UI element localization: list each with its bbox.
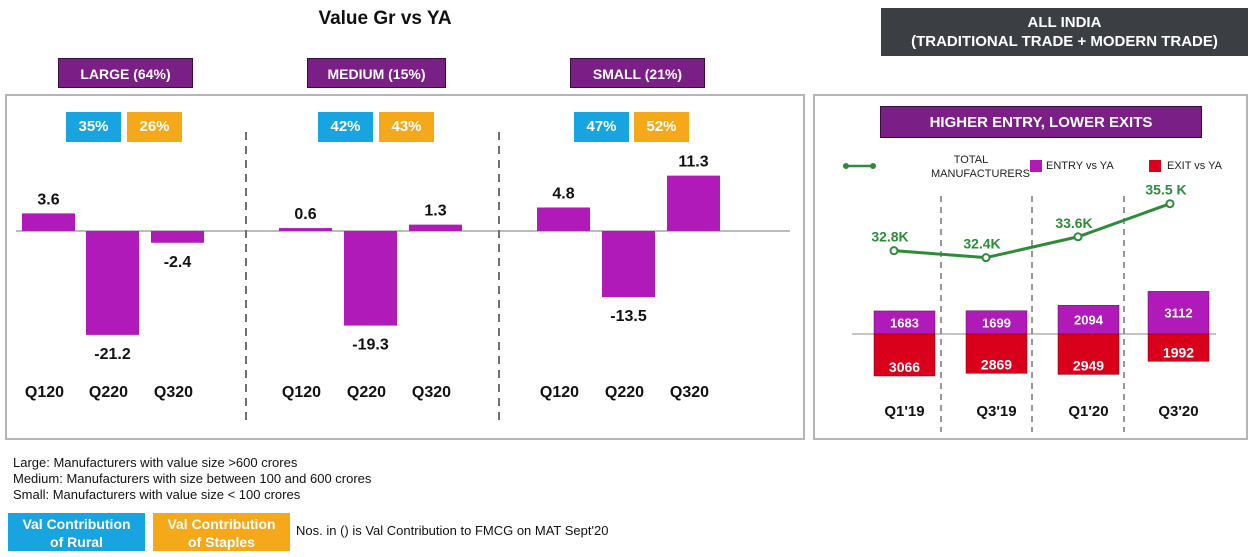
bar-medium-q220 bbox=[344, 231, 397, 326]
quarter-tick-2: Q1'20 bbox=[1068, 403, 1108, 420]
exit-label-0: 3066 bbox=[889, 359, 920, 375]
total-label-2: 33.6K bbox=[1055, 215, 1092, 231]
x-tick-small-q320: Q320 bbox=[670, 384, 709, 401]
footnote-contribution-note: Nos. in () is Val Contribution to FMCG o… bbox=[296, 523, 609, 538]
rural-badge-large: 35% bbox=[66, 112, 121, 142]
legend-line-dot-left bbox=[843, 163, 849, 169]
x-tick-large-q120: Q120 bbox=[25, 384, 64, 401]
exit-label-1: 2869 bbox=[981, 356, 1012, 372]
entry-label-3: 3112 bbox=[1164, 306, 1192, 321]
entry-bar-2 bbox=[1057, 305, 1120, 335]
bar-label-medium-q220: -19.3 bbox=[352, 337, 389, 354]
bar-large-q120 bbox=[22, 213, 75, 231]
total-label-3: 35.5 K bbox=[1145, 182, 1186, 198]
exit-bar-3 bbox=[1147, 333, 1210, 362]
region-badge: ALL INDIA (TRADITIONAL TRADE + MODERN TR… bbox=[881, 8, 1248, 56]
total-point-1 bbox=[981, 253, 991, 263]
exit-label-2: 2949 bbox=[1073, 357, 1104, 373]
legend-exit-swatch bbox=[1149, 160, 1161, 172]
segment-label-small: SMALL (21%) bbox=[570, 58, 705, 88]
exit-label-3: 1992 bbox=[1163, 344, 1194, 360]
entry-label-2: 2094 bbox=[1074, 313, 1104, 328]
bar-large-q320 bbox=[151, 231, 204, 243]
entry-label-0: 1683 bbox=[890, 315, 919, 330]
bar-label-small-q320: 11.3 bbox=[678, 154, 708, 171]
quarter-tick-1: Q3'19 bbox=[976, 403, 1016, 420]
x-tick-large-q220: Q220 bbox=[89, 384, 128, 401]
bar-label-medium-q120: 0.6 bbox=[294, 206, 316, 223]
rural-badge-medium: 42% bbox=[318, 112, 373, 142]
bar-label-large-q320: -2.4 bbox=[164, 254, 192, 271]
bar-label-small-q120: 4.8 bbox=[552, 185, 574, 202]
x-tick-medium-q120: Q120 bbox=[282, 384, 321, 401]
x-tick-medium-q320: Q320 bbox=[412, 384, 451, 401]
legend-rural-line-1: Val Contribution bbox=[22, 516, 131, 532]
legend-entry-label: ENTRY vs YA bbox=[1046, 160, 1114, 172]
footnote-small: Small: Manufacturers with value size < 1… bbox=[13, 487, 301, 502]
bar-label-large-q120: 3.6 bbox=[37, 191, 59, 208]
rural-badge-small: 47% bbox=[574, 112, 629, 142]
total-point-2 bbox=[1073, 232, 1083, 242]
legend-exit-label: EXIT vs YA bbox=[1167, 160, 1223, 172]
total-point-0 bbox=[889, 246, 899, 256]
x-tick-small-q220: Q220 bbox=[605, 384, 644, 401]
bar-label-small-q220: -13.5 bbox=[610, 308, 647, 325]
bar-large-q220 bbox=[86, 231, 139, 335]
chart-title: Value Gr vs YA bbox=[318, 8, 452, 29]
total-manufacturers-line bbox=[893, 202, 1171, 260]
staples-badge-medium: 43% bbox=[379, 112, 434, 142]
quarter-tick-3: Q3'20 bbox=[1158, 403, 1198, 420]
legend-staples-line-1: Val Contribution bbox=[167, 516, 276, 532]
legend-staples-line-2: of Staples bbox=[188, 534, 255, 550]
bar-small-q220 bbox=[602, 231, 655, 298]
total-label-1: 32.4K bbox=[963, 236, 1000, 252]
exit-bar-1 bbox=[965, 333, 1028, 374]
value-growth-panel bbox=[5, 94, 805, 440]
exit-bar-2 bbox=[1057, 333, 1120, 375]
legend-total-line-2: MANUFACTURERS bbox=[931, 168, 1031, 180]
footnote-large: Large: Manufacturers with value size >60… bbox=[13, 455, 298, 470]
entry-label-1: 1699 bbox=[982, 315, 1011, 330]
total-label-0: 32.8K bbox=[871, 229, 908, 245]
bar-small-q320 bbox=[667, 175, 720, 231]
staples-badge-large: 26% bbox=[127, 112, 182, 142]
legend-total-line-1: TOTAL bbox=[953, 154, 989, 166]
legend-rural-contribution: Val Contribution of Rural bbox=[8, 513, 145, 551]
staples-badge-small: 52% bbox=[634, 112, 689, 142]
footnote-medium: Medium: Manufacturers with size between … bbox=[13, 471, 372, 486]
bar-label-large-q220: -21.2 bbox=[94, 346, 131, 363]
legend-rural-line-2: of Rural bbox=[50, 534, 103, 550]
segment-label-large: LARGE (64%) bbox=[58, 58, 193, 88]
legend-line-dot-right bbox=[870, 163, 876, 169]
quarter-tick-0: Q1'19 bbox=[884, 403, 924, 420]
total-point-3 bbox=[1165, 199, 1175, 209]
x-tick-medium-q220: Q220 bbox=[347, 384, 386, 401]
region-line-1: ALL INDIA bbox=[1027, 14, 1102, 31]
legend-entry-swatch bbox=[1030, 160, 1042, 172]
x-tick-small-q120: Q120 bbox=[540, 384, 579, 401]
entries-exits-panel bbox=[813, 94, 1248, 440]
legend-staples-contribution: Val Contribution of Staples bbox=[153, 513, 290, 551]
entry-bar-3 bbox=[1147, 291, 1210, 335]
legend-total-manufacturers: TOTAL MANUFACTURERS bbox=[931, 153, 1031, 181]
entries-exits-title: HIGHER ENTRY, LOWER EXITS bbox=[880, 106, 1202, 138]
segment-label-medium: MEDIUM (15%) bbox=[307, 58, 446, 88]
x-tick-large-q320: Q320 bbox=[154, 384, 193, 401]
region-line-2: (TRADITIONAL TRADE + MODERN TRADE) bbox=[911, 33, 1218, 50]
bar-label-medium-q320: 1.3 bbox=[424, 203, 446, 220]
bar-small-q120 bbox=[537, 207, 590, 231]
bar-medium-q120 bbox=[279, 228, 332, 231]
bar-medium-q320 bbox=[409, 224, 462, 231]
exit-bar-0 bbox=[873, 333, 936, 377]
